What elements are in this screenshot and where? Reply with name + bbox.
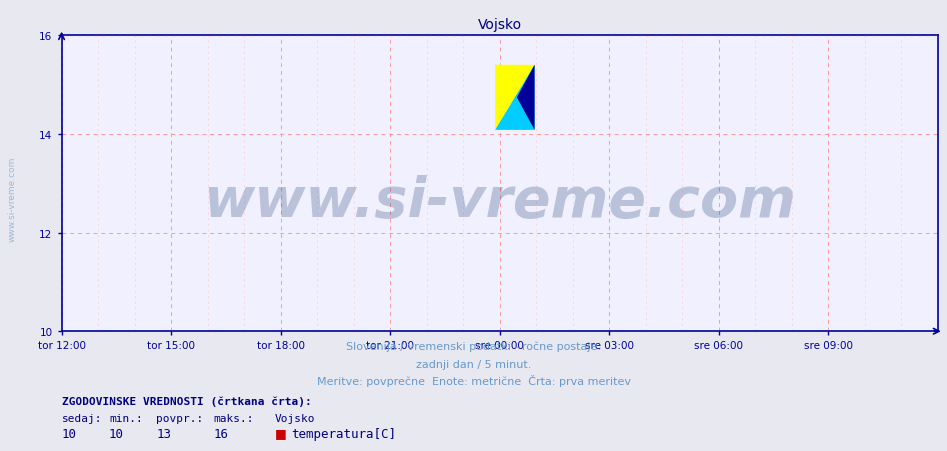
Text: 10: 10 bbox=[62, 427, 77, 440]
Text: ZGODOVINSKE VREDNOSTI (črtkana črta):: ZGODOVINSKE VREDNOSTI (črtkana črta): bbox=[62, 395, 312, 405]
Text: temperatura[C]: temperatura[C] bbox=[292, 427, 397, 440]
Polygon shape bbox=[495, 65, 535, 131]
Polygon shape bbox=[517, 65, 535, 131]
Text: zadnji dan / 5 minut.: zadnji dan / 5 minut. bbox=[416, 359, 531, 369]
Text: maks.:: maks.: bbox=[213, 413, 254, 423]
Title: Vojsko: Vojsko bbox=[477, 18, 522, 32]
Text: Slovenija / vremenski podatki - ročne postaje.: Slovenija / vremenski podatki - ročne po… bbox=[346, 341, 601, 351]
Text: 16: 16 bbox=[213, 427, 228, 440]
Text: Meritve: povprečne  Enote: metrične  Črta: prva meritev: Meritve: povprečne Enote: metrične Črta:… bbox=[316, 374, 631, 386]
Text: 10: 10 bbox=[109, 427, 124, 440]
Text: www.si-vreme.com: www.si-vreme.com bbox=[203, 175, 796, 229]
Text: 13: 13 bbox=[156, 427, 171, 440]
Polygon shape bbox=[495, 65, 535, 131]
Text: povpr.:: povpr.: bbox=[156, 413, 204, 423]
Text: www.si-vreme.com: www.si-vreme.com bbox=[8, 156, 17, 241]
Text: min.:: min.: bbox=[109, 413, 143, 423]
Text: sedaj:: sedaj: bbox=[62, 413, 102, 423]
Text: Vojsko: Vojsko bbox=[275, 413, 315, 423]
Text: ■: ■ bbox=[275, 427, 286, 440]
